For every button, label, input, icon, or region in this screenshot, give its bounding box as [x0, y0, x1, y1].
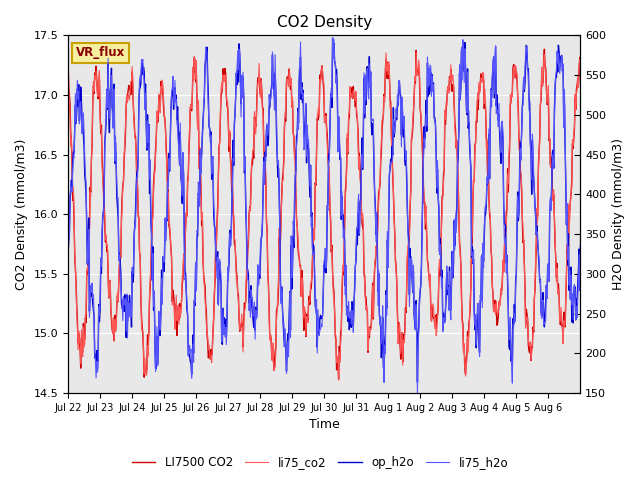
op_h2o: [244, 267, 252, 273]
Line: li75_h2o: li75_h2o: [68, 37, 580, 393]
li75_co2: [244, 243, 252, 249]
op_h2o: [413, 379, 421, 385]
li75_co2: [64, 52, 72, 58]
li75_h2o: [406, 255, 414, 261]
Legend: LI7500 CO2, li75_co2, op_h2o, li75_h2o: LI7500 CO2, li75_co2, op_h2o, li75_h2o: [127, 452, 513, 474]
op_h2o: [329, 36, 337, 41]
li75_h2o: [413, 390, 421, 396]
LI7500 CO2: [378, 149, 385, 155]
Y-axis label: CO2 Density (mmol/m3): CO2 Density (mmol/m3): [15, 139, 28, 290]
Y-axis label: H2O Density (mmol/m3): H2O Density (mmol/m3): [612, 138, 625, 290]
li75_h2o: [218, 335, 226, 340]
li75_co2: [124, 92, 132, 98]
op_h2o: [124, 299, 132, 305]
LI7500 CO2: [218, 85, 226, 91]
li75_h2o: [329, 35, 337, 40]
li75_h2o: [124, 299, 132, 305]
op_h2o: [218, 341, 226, 347]
LI7500 CO2: [541, 47, 548, 52]
LI7500 CO2: [577, 72, 584, 78]
LI7500 CO2: [64, 58, 72, 63]
li75_co2: [577, 69, 584, 75]
li75_co2: [263, 231, 271, 237]
li75_co2: [218, 86, 226, 92]
li75_co2: [335, 377, 342, 383]
li75_co2: [406, 205, 414, 211]
op_h2o: [378, 355, 385, 360]
li75_h2o: [64, 239, 72, 244]
li75_h2o: [263, 120, 271, 126]
Line: li75_co2: li75_co2: [68, 52, 580, 380]
Text: VR_flux: VR_flux: [76, 46, 125, 59]
Title: CO2 Density: CO2 Density: [276, 15, 372, 30]
X-axis label: Time: Time: [309, 419, 340, 432]
li75_co2: [378, 138, 385, 144]
op_h2o: [64, 254, 72, 260]
op_h2o: [406, 246, 414, 252]
LI7500 CO2: [335, 376, 342, 382]
li75_h2o: [378, 341, 385, 347]
LI7500 CO2: [244, 247, 252, 252]
Line: op_h2o: op_h2o: [68, 38, 580, 382]
li75_h2o: [577, 235, 584, 241]
LI7500 CO2: [263, 226, 271, 232]
li75_h2o: [244, 277, 252, 283]
op_h2o: [263, 123, 271, 129]
Line: LI7500 CO2: LI7500 CO2: [68, 49, 580, 379]
li75_co2: [412, 49, 420, 55]
LI7500 CO2: [406, 204, 414, 209]
LI7500 CO2: [124, 88, 132, 94]
op_h2o: [577, 243, 584, 249]
